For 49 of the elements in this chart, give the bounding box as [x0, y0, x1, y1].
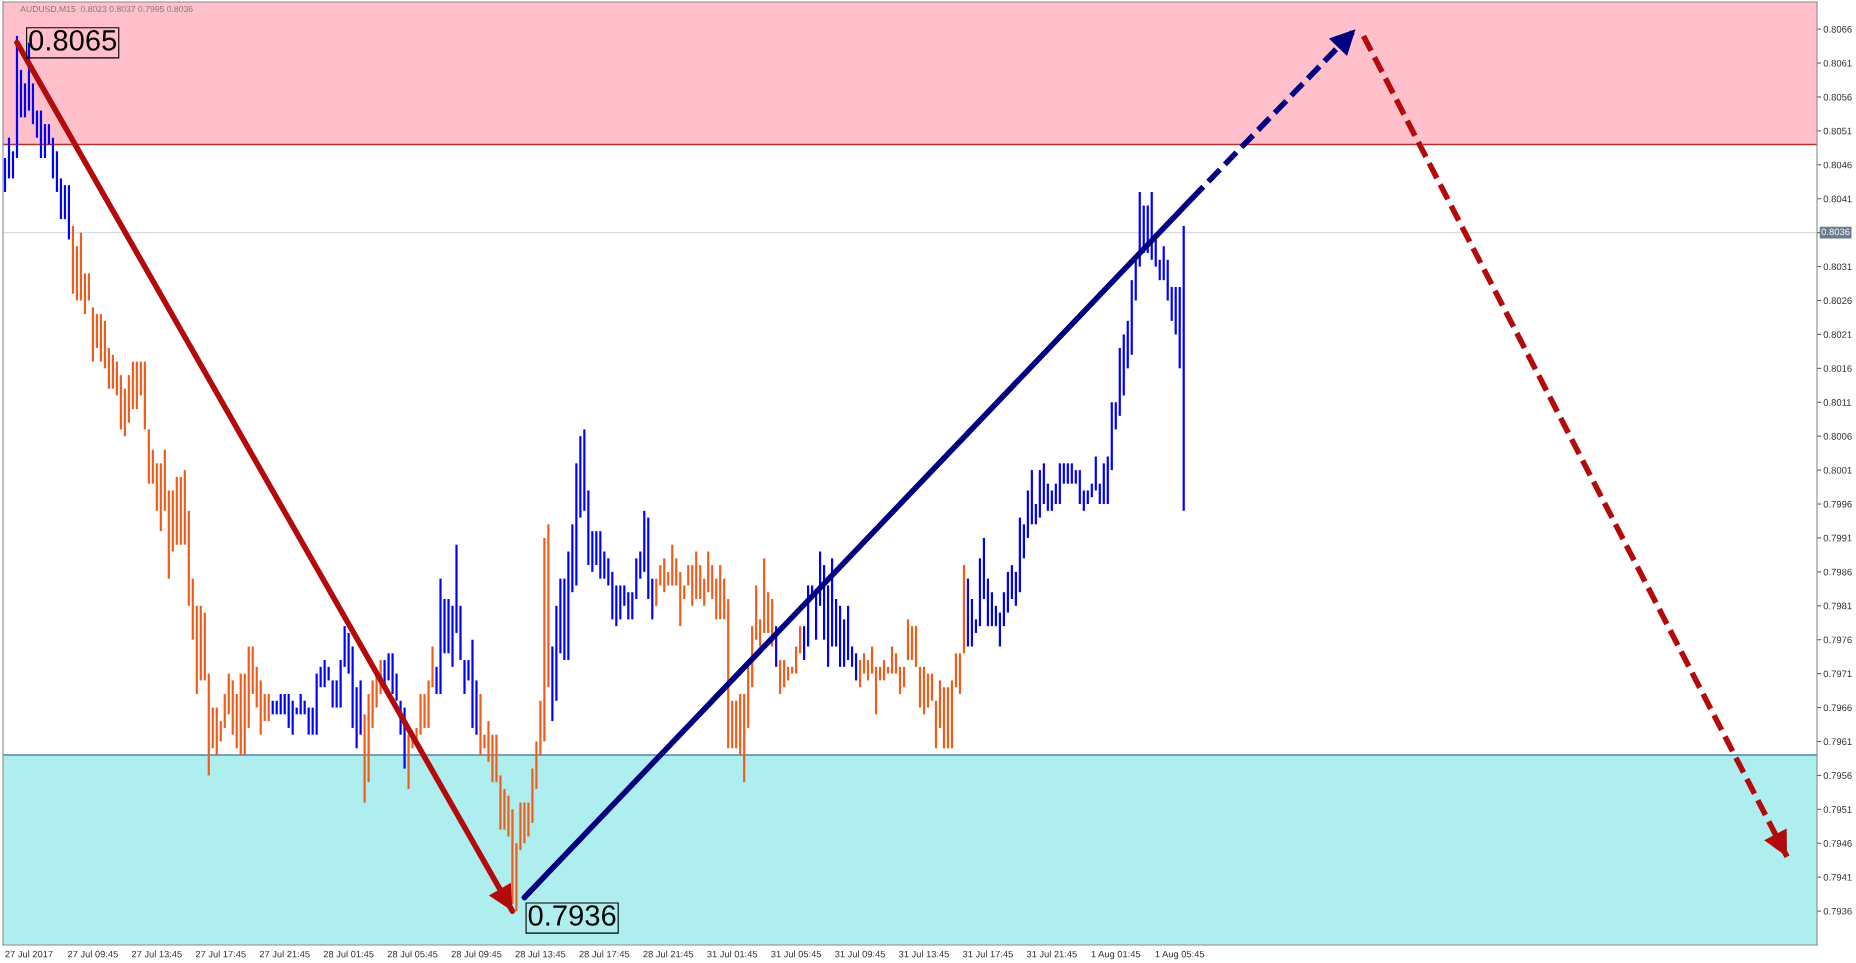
x-tick-label: 31 Jul 13:45 [898, 950, 949, 958]
ref-line-label: 0.8036 [1821, 228, 1850, 236]
y-tick-label: 0.7956 [1823, 772, 1852, 779]
y-tick-label: 0.7941 [1823, 873, 1852, 881]
y-tick-label: 0.8026 [1823, 297, 1852, 305]
x-tick-label: 28 Jul 13:45 [515, 950, 566, 958]
x-tick-label: 28 Jul 09:45 [451, 950, 502, 958]
y-tick-label: 0.8011 [1823, 399, 1851, 406]
x-tick-label: 28 Jul 17:45 [579, 950, 630, 958]
y-tick-label: 0.8041 [1823, 195, 1852, 203]
x-tick-label: 31 Jul 05:45 [771, 950, 822, 958]
x-tick-label: 28 Jul 01:45 [323, 950, 374, 958]
annotation: 0.8065 [29, 30, 117, 51]
annotation: 0.7936 [528, 905, 616, 926]
x-tick-label: 27 Jul 13:45 [131, 950, 182, 958]
y-tick-label: 0.7971 [1823, 670, 1852, 678]
x-tick-label: 27 Jul 2017 [5, 950, 53, 958]
y-tick-label: 0.7996 [1823, 500, 1852, 508]
y-tick-label: 0.7966 [1823, 704, 1852, 712]
x-tick-label: 27 Jul 21:45 [259, 950, 310, 958]
y-tick-label: 0.7961 [1823, 738, 1852, 745]
y-tick-label: 0.7951 [1823, 806, 1852, 813]
x-tick-label: 27 Jul 09:45 [68, 950, 118, 958]
y-tick-label: 0.7976 [1823, 636, 1852, 644]
y-tick-label: 0.8061 [1823, 59, 1852, 67]
y-tick-label: 0.8066 [1823, 25, 1852, 33]
x-tick-label: 28 Jul 05:45 [387, 950, 438, 958]
y-tick-label: 0.8021 [1823, 331, 1852, 338]
y-tick-label: 0.8006 [1823, 433, 1852, 440]
x-tick-label: 31 Jul 17:45 [962, 950, 1013, 958]
x-tick-label: 31 Jul 21:45 [1026, 950, 1077, 958]
x-tick-label: 27 Jul 17:45 [195, 950, 246, 958]
x-tick-label: 1 Aug 05:45 [1155, 950, 1205, 960]
y-tick-label: 0.7986 [1823, 568, 1852, 576]
y-tick-label: 0.7936 [1823, 907, 1852, 915]
chart-title: AUDUSD,M15 0.8023 0.8037 0.7995 0.8036 [20, 6, 193, 14]
y-tick-label: 0.8031 [1823, 263, 1852, 271]
y-tick-label: 0.8016 [1823, 365, 1852, 372]
y-tick-label: 0.8001 [1823, 466, 1852, 474]
y-tick-label: 0.8046 [1823, 161, 1852, 169]
y-tick-label: 0.7981 [1823, 602, 1852, 610]
x-tick-label: 31 Jul 01:45 [707, 950, 758, 958]
y-tick-label: 0.8051 [1823, 127, 1852, 135]
y-tick-label: 0.7946 [1823, 840, 1852, 847]
y-tick-label: 0.8056 [1823, 93, 1852, 101]
x-tick-label: 31 Jul 09:45 [835, 950, 886, 958]
y-tick-label: 0.7991 [1823, 534, 1852, 542]
x-tick-label: 28 Jul 21:45 [643, 950, 694, 958]
x-tick-label: 1 Aug 01:45 [1091, 950, 1141, 960]
